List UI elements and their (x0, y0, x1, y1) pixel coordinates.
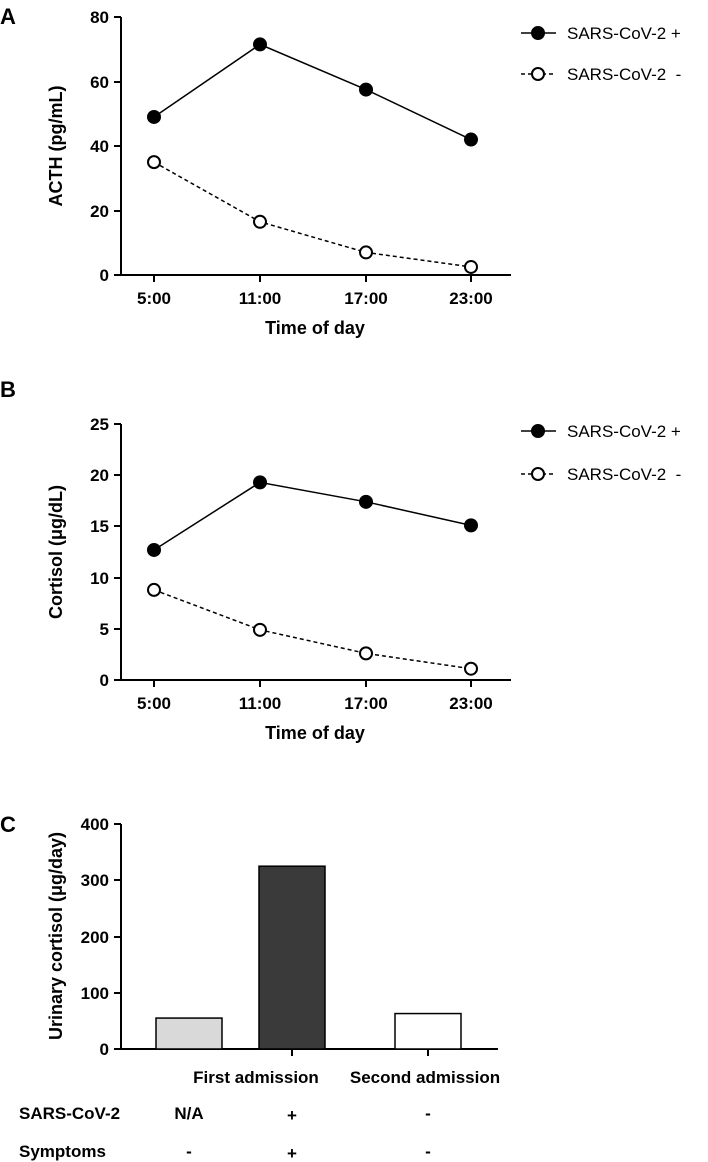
panel-a-data-point-positive (359, 82, 373, 97)
panel-letter-c: C (0, 812, 16, 837)
panel-c-bar (155, 1017, 223, 1050)
panel-a-series-line-positive (153, 43, 472, 141)
panel-c-y-tick-label: 100 (81, 984, 109, 1003)
panel-b-data-point-negative (253, 622, 267, 637)
legend-label-positive: SARS-CoV-2 + (567, 422, 681, 441)
panel-c-row-table: SARS-CoV-2 N/A + - Symptoms - + - (19, 1104, 431, 1162)
panel-b-data-point-positive (359, 494, 373, 509)
panel-a-data-point-positive (253, 37, 267, 52)
panel-c-y-tick-label: 300 (81, 871, 109, 890)
panel-c: C 0 100 200 300 400 First admission Seco… (0, 812, 500, 1162)
panel-a-y-tick-label: 20 (90, 202, 109, 221)
panel-c-plot (155, 865, 462, 1050)
panel-b-x-ticks: 5:00 11:00 17:00 23:00 (137, 680, 493, 713)
panel-b-data-point-positive (147, 542, 161, 557)
legend-label-positive: SARS-CoV-2 + (567, 24, 681, 43)
panel-a-x-tick-label: 23:00 (449, 289, 492, 308)
panel-a-y-axis-title: ACTH (pg/mL) (46, 86, 66, 207)
row-value-symptoms: - (186, 1142, 192, 1161)
panel-b-y-ticks: 0 5 10 15 20 25 (90, 415, 121, 690)
row-value-symptoms: - (425, 1142, 431, 1161)
panel-a-data-point-negative (359, 245, 373, 260)
panel-b-series-line-positive (153, 481, 472, 551)
panel-b: B 0 5 10 15 20 25 5:00 11:00 17:00 23:00 (0, 377, 681, 743)
panel-a-plot (147, 37, 478, 274)
panel-a-data-point-negative (147, 155, 161, 170)
panel-b-y-tick-label: 10 (90, 569, 109, 588)
panel-a-x-ticks: 5:00 11:00 17:00 23:00 (137, 275, 493, 308)
panel-b-x-axis-title: Time of day (265, 723, 365, 743)
legend-marker-positive (531, 26, 545, 40)
panel-c-bar (258, 865, 326, 1050)
legend-label-negative: SARS-CoV-2 - (567, 65, 681, 84)
panel-b-y-tick-label: 5 (100, 620, 109, 639)
panel-a-y-tick-label: 40 (90, 137, 109, 156)
panel-b-y-tick-label: 20 (90, 466, 109, 485)
panel-c-category-label: Second admission (350, 1068, 500, 1087)
panel-b-x-tick-label: 11:00 (239, 694, 282, 713)
panel-a-x-tick-label: 17:00 (344, 289, 387, 308)
panel-c-y-axis-title: Urinary cortisol (μg/day) (46, 832, 66, 1040)
row-label-symptoms: Symptoms (19, 1142, 106, 1161)
panel-a: A 0 20 40 60 80 5:00 11:00 17:00 23:00 T… (0, 4, 681, 338)
legend-marker-negative (531, 67, 545, 81)
panel-b-data-point-negative (464, 661, 478, 676)
panel-a-data-point-positive (147, 109, 161, 124)
panel-c-x-ticks: First admission Second admission (193, 1049, 500, 1087)
panel-a-y-ticks: 0 20 40 60 80 (90, 8, 121, 285)
panel-c-y-tick-label: 400 (81, 815, 109, 834)
row-value-sars-cov-2: - (425, 1104, 431, 1123)
row-value-symptoms: + (287, 1144, 297, 1162)
panel-b-data-point-negative (147, 582, 161, 597)
panel-b-data-point-negative (359, 646, 373, 661)
panel-letter-b: B (0, 377, 16, 402)
panel-a-y-tick-label: 80 (90, 8, 109, 27)
panel-b-y-tick-label: 25 (90, 415, 109, 434)
panel-a-series-line-negative (153, 161, 472, 268)
panel-c-bar (394, 1012, 462, 1050)
panel-a-legend: SARS-CoV-2 + SARS-CoV-2 - (521, 24, 681, 84)
row-value-sars-cov-2: + (287, 1106, 297, 1125)
panel-b-y-tick-label: 0 (100, 671, 109, 690)
panel-b-data-point-positive (464, 518, 478, 533)
legend-marker-positive (531, 424, 545, 438)
panel-a-x-axis-title: Time of day (265, 318, 365, 338)
panel-b-x-tick-label: 17:00 (344, 694, 387, 713)
row-value-sars-cov-2: N/A (174, 1104, 203, 1123)
panel-b-y-axis-title: Cortisol (μg/dL) (46, 485, 66, 619)
legend-label-negative: SARS-CoV-2 - (567, 465, 681, 484)
panel-a-data-point-positive (464, 132, 478, 147)
panel-b-y-tick-label: 15 (90, 517, 109, 536)
panel-a-data-point-negative (464, 259, 478, 274)
panel-c-y-tick-label: 0 (100, 1040, 109, 1059)
panel-b-data-point-positive (253, 475, 267, 490)
panel-b-series-line-negative (153, 589, 472, 670)
panel-a-data-point-negative (253, 214, 267, 229)
panel-b-plot (147, 475, 478, 676)
panel-a-x-tick-label: 5:00 (137, 289, 171, 308)
panel-b-legend: SARS-CoV-2 + SARS-CoV-2 - (521, 422, 681, 484)
panel-letter-a: A (0, 4, 16, 29)
legend-marker-negative (531, 467, 545, 481)
panel-b-x-tick-label: 23:00 (449, 694, 492, 713)
panel-c-y-tick-label: 200 (81, 928, 109, 947)
row-label-sars-cov-2: SARS-CoV-2 (19, 1104, 120, 1123)
panel-c-category-label: First admission (193, 1068, 319, 1087)
panel-a-x-tick-label: 11:00 (239, 289, 282, 308)
panel-b-x-tick-label: 5:00 (137, 694, 171, 713)
panel-a-y-tick-label: 60 (90, 73, 109, 92)
panel-c-y-ticks: 0 100 200 300 400 (81, 815, 121, 1059)
panel-a-y-tick-label: 0 (100, 266, 109, 285)
